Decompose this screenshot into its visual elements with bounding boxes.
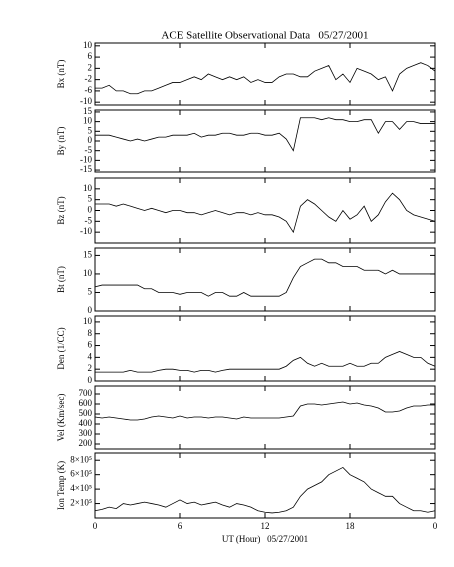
- y-tick-label: 6: [88, 51, 93, 61]
- plot-frame: [94, 247, 436, 312]
- y-axis-label: Bx (nT): [56, 60, 66, 89]
- y-tick-label: 5: [88, 194, 93, 204]
- y-tick-label: 8: [88, 328, 93, 338]
- y-tick-label: -10: [80, 226, 92, 236]
- y-tick-label: -2: [85, 74, 93, 84]
- y-tick-label: 200: [79, 438, 93, 448]
- data-line: [95, 192, 436, 234]
- y-tick-label: 10: [83, 316, 93, 326]
- y-tick-label: -10: [80, 96, 92, 106]
- y-tick-label: 4×10⁵: [70, 483, 92, 493]
- data-line: [95, 62, 436, 95]
- y-tick-label: 700: [79, 388, 93, 398]
- x-tick-label: 18: [346, 521, 356, 531]
- data-line: [94, 466, 436, 514]
- y-axis-label: By (nT): [56, 127, 66, 156]
- y-tick-label: 300: [79, 428, 93, 438]
- y-axis-label: Den (1/CC): [56, 327, 66, 369]
- y-axis-label: Ion Temp (K): [56, 461, 66, 510]
- plot-frame: [94, 42, 436, 106]
- x-tick-label: 6: [178, 521, 183, 531]
- y-tick-label: -6: [85, 85, 93, 95]
- y-tick-label: 10: [83, 40, 93, 50]
- plot-frame: [94, 177, 436, 244]
- y-tick-label: 5: [88, 125, 93, 135]
- y-axis-label: Vel (Km/sec): [56, 394, 66, 442]
- plot-frame: [94, 315, 436, 382]
- y-tick-label: 600: [79, 398, 93, 408]
- y-tick-label: 10: [83, 116, 93, 126]
- y-tick-label: 15: [83, 106, 93, 116]
- y-tick-label: -15: [80, 164, 92, 174]
- y-tick-label: 400: [79, 418, 93, 428]
- y-tick-label: 0: [88, 205, 93, 215]
- y-tick-label: 15: [83, 249, 93, 259]
- y-tick-label: 4: [88, 351, 93, 361]
- y-tick-label: 2: [88, 62, 93, 72]
- y-tick-label: 10: [83, 268, 93, 278]
- x-tick-label: 0: [433, 521, 438, 531]
- y-tick-label: 8×10⁵: [70, 454, 92, 464]
- y-axis-label: Bz (nT): [56, 196, 66, 224]
- y-tick-label: 500: [79, 408, 93, 418]
- y-tick-label: 6×10⁵: [70, 469, 92, 479]
- x-tick-label: 0: [93, 521, 98, 531]
- y-tick-label: -10: [80, 154, 92, 164]
- plot-frame: [94, 452, 436, 519]
- x-tick-label: 12: [261, 521, 270, 531]
- plot-frame: [94, 385, 436, 450]
- y-tick-label: -5: [85, 145, 93, 155]
- y-tick-label: 6: [88, 340, 93, 350]
- y-tick-label: 5: [88, 287, 93, 297]
- y-tick-label: 0: [88, 375, 93, 385]
- y-tick-label: 10: [83, 183, 93, 193]
- data-line: [95, 351, 436, 373]
- y-tick-label: 0: [88, 135, 93, 145]
- y-tick-label: 2: [88, 363, 93, 373]
- x-axis-label: UT (Hour) 05/27/2001: [222, 534, 308, 544]
- y-tick-label: -5: [85, 215, 93, 225]
- data-line: [95, 117, 435, 152]
- data-line: [94, 258, 435, 297]
- data-line: [94, 401, 435, 421]
- y-tick-label: 0: [88, 305, 93, 315]
- chart-title: ACE Satellite Observational Data 05/27/2…: [161, 30, 368, 42]
- y-axis-label: Bt (nT): [56, 266, 66, 293]
- y-tick-label: 2×10⁵: [70, 498, 92, 508]
